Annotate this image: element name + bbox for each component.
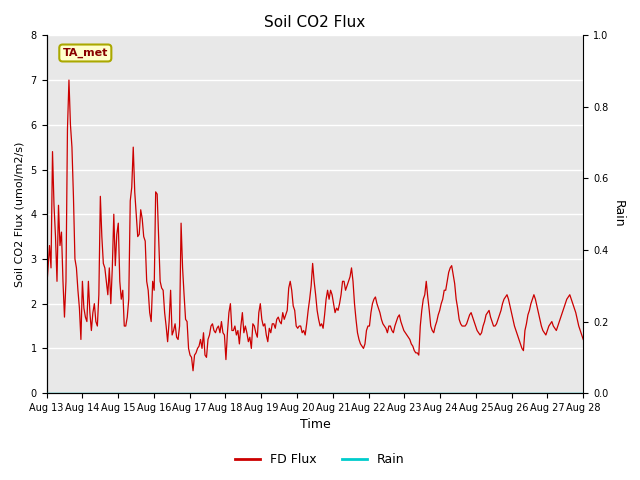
X-axis label: Time: Time <box>300 419 330 432</box>
Legend: FD Flux, Rain: FD Flux, Rain <box>230 448 410 471</box>
Y-axis label: Soil CO2 Flux (umol/m2/s): Soil CO2 Flux (umol/m2/s) <box>15 142 25 287</box>
Title: Soil CO2 Flux: Soil CO2 Flux <box>264 15 365 30</box>
Text: TA_met: TA_met <box>63 48 108 58</box>
Y-axis label: Rain: Rain <box>612 201 625 228</box>
